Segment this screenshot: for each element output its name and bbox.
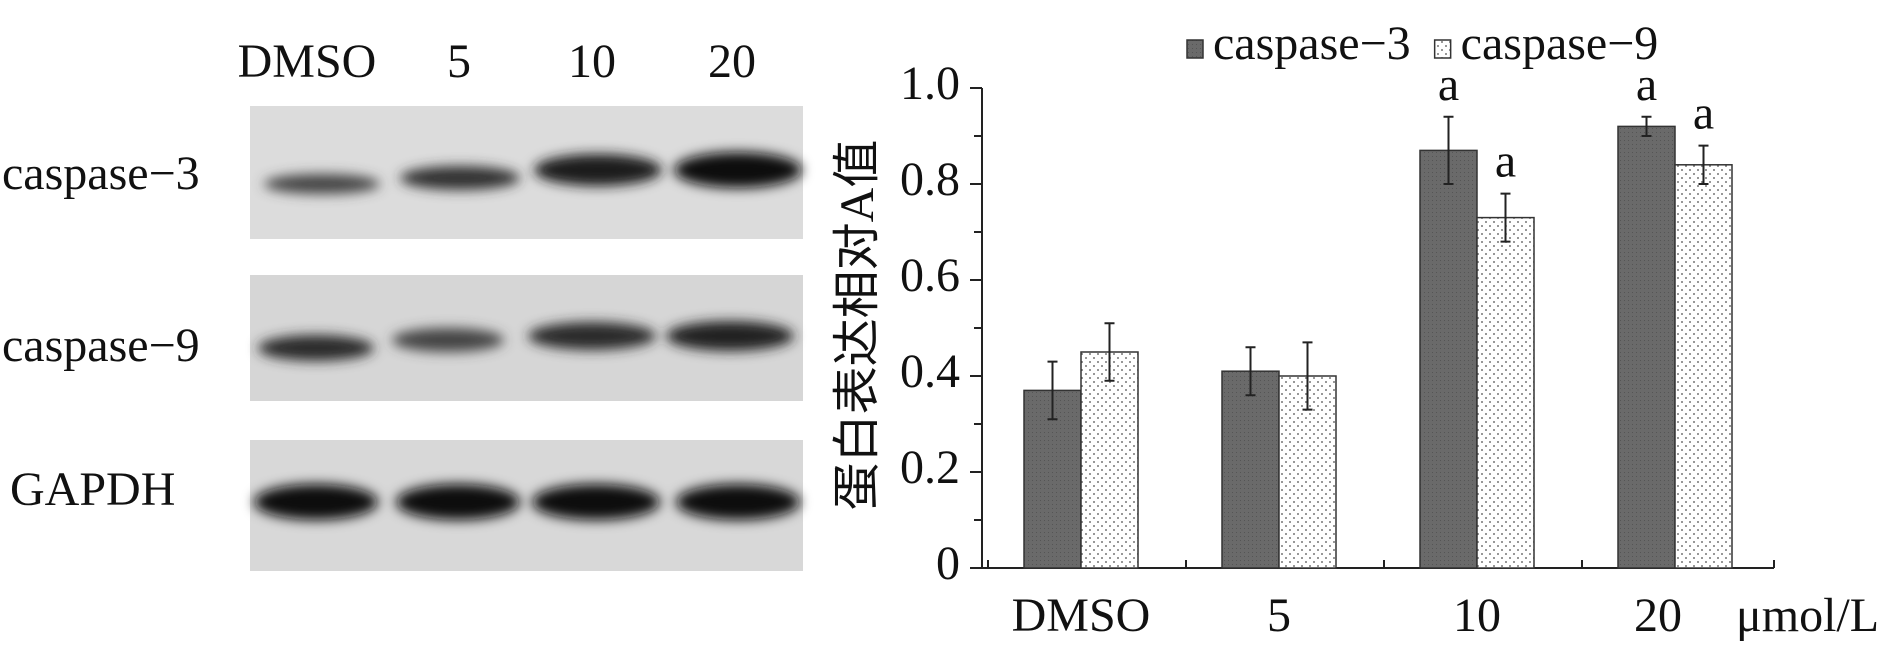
error-bar (1443, 115, 1454, 185)
y-tick-label: 0 (936, 537, 960, 590)
error-bar (1500, 192, 1511, 243)
y-tick-label: 0.4 (900, 345, 960, 398)
y-axis-label: 蛋白表达相对A值 (831, 140, 884, 511)
x-unit: μmol/L (1736, 589, 1879, 642)
y-tick-label: 0.8 (900, 153, 960, 206)
bar (1617, 125, 1676, 569)
error-bar (1698, 144, 1709, 185)
bar (1419, 149, 1478, 569)
error-bar (1302, 341, 1313, 411)
x-tick-label: 10 (1453, 589, 1501, 642)
bar (1080, 351, 1139, 569)
significance-label: a (1495, 135, 1516, 188)
y-tick-label: 0.6 (900, 249, 960, 302)
error-bar (1245, 346, 1256, 397)
legend-label: caspase−9 (1461, 17, 1659, 70)
lane-label: 20 (708, 35, 756, 88)
significance-label: a (1636, 58, 1657, 111)
lane-label: 10 (568, 35, 616, 88)
legend-swatch (1186, 39, 1204, 59)
x-tick-label: 20 (1634, 589, 1682, 642)
y-tick-label: 0.2 (900, 441, 960, 494)
x-tick-label: DMSO (1012, 589, 1151, 642)
significance-label: a (1693, 87, 1714, 140)
row-label: caspase−3 (2, 147, 200, 200)
significance-label: a (1438, 58, 1459, 111)
bar (1221, 370, 1280, 569)
error-bar (1047, 360, 1058, 421)
error-bar (1104, 322, 1115, 382)
x-tick-label: 5 (1267, 589, 1291, 642)
lane-label: 5 (447, 35, 471, 88)
legend-label: caspase−3 (1213, 17, 1411, 70)
row-label: GAPDH (10, 463, 175, 516)
row-label: caspase−9 (2, 319, 200, 372)
western-blot: DMSO 5 10 20 caspase−3 caspase−9 GAPDH (2, 35, 803, 571)
bar (1674, 164, 1733, 569)
y-tick-label: 1.0 (900, 57, 960, 110)
bar (1476, 216, 1535, 569)
error-bar (1641, 115, 1652, 137)
legend-swatch (1433, 39, 1452, 59)
lane-label: DMSO (238, 35, 377, 88)
bands (254, 152, 802, 520)
